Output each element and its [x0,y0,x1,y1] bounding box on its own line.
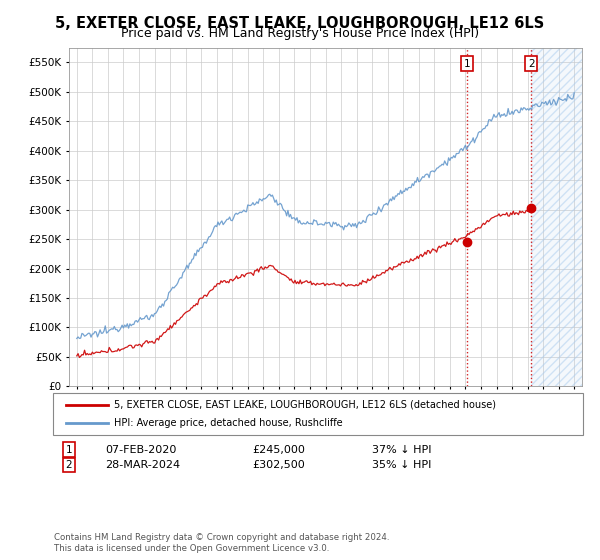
Text: 2: 2 [65,460,73,470]
Text: HPI: Average price, detached house, Rushcliffe: HPI: Average price, detached house, Rush… [114,418,343,428]
Text: £245,000: £245,000 [252,445,305,455]
Text: 1: 1 [463,58,470,68]
Text: Price paid vs. HM Land Registry's House Price Index (HPI): Price paid vs. HM Land Registry's House … [121,27,479,40]
Text: Contains HM Land Registry data © Crown copyright and database right 2024.
This d: Contains HM Land Registry data © Crown c… [54,533,389,553]
Text: 5, EXETER CLOSE, EAST LEAKE, LOUGHBOROUGH, LE12 6LS: 5, EXETER CLOSE, EAST LEAKE, LOUGHBOROUG… [55,16,545,31]
Text: 37% ↓ HPI: 37% ↓ HPI [372,445,431,455]
Text: £302,500: £302,500 [252,460,305,470]
Text: 1: 1 [65,445,73,455]
Text: 28-MAR-2024: 28-MAR-2024 [105,460,180,470]
Bar [531,48,582,386]
Text: 2: 2 [528,58,535,68]
Text: 07-FEB-2020: 07-FEB-2020 [105,445,176,455]
Text: 35% ↓ HPI: 35% ↓ HPI [372,460,431,470]
Bar [531,48,582,386]
Text: 5, EXETER CLOSE, EAST LEAKE, LOUGHBOROUGH, LE12 6LS (detached house): 5, EXETER CLOSE, EAST LEAKE, LOUGHBOROUG… [114,400,496,410]
